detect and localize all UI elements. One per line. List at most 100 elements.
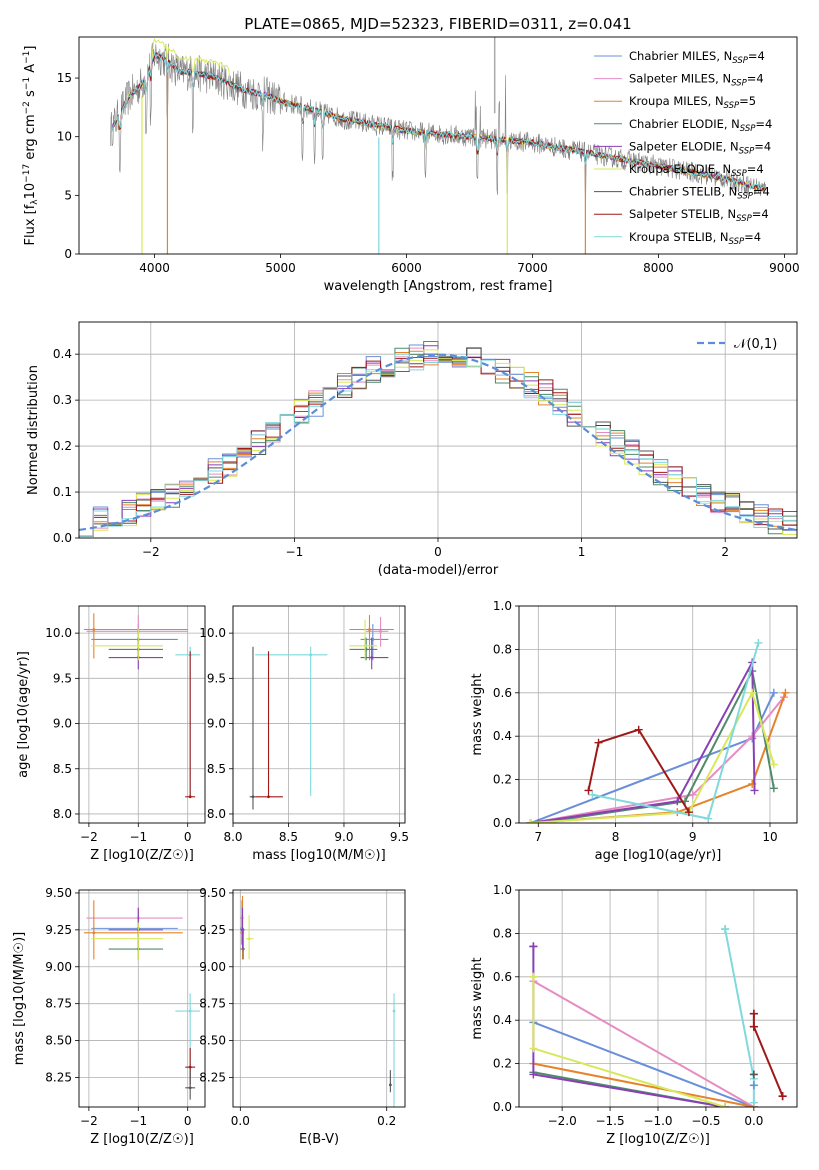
y-tick-label: 0.1 — [53, 485, 72, 499]
axes-frame — [518, 889, 798, 1108]
point-chabrier_stelib — [388, 1083, 392, 1087]
x-tick-label: 10 — [762, 830, 777, 844]
line-salpeter_miles — [532, 980, 755, 1107]
x-tick-label: 0.2 — [377, 1114, 396, 1128]
point-chabrier_stelib — [251, 795, 255, 799]
x-tick-label: 7 — [534, 830, 542, 844]
x-tick-label: 0 — [184, 1114, 192, 1128]
legend-label-chabrier_elodie: Chabrier ELODIE, NSSP=4 — [629, 117, 772, 134]
y-tick-label: 0.0 — [493, 1100, 512, 1114]
plot-area — [79, 341, 797, 537]
y-tick-label: 0.0 — [53, 531, 72, 545]
x-tick-label: 8000 — [643, 261, 674, 275]
point-kroupa_miles — [92, 628, 96, 631]
plot-area — [526, 638, 790, 823]
plot-area — [249, 615, 394, 810]
point-salpeter_elodie — [241, 928, 244, 932]
marker-chabrier_elodie — [534, 819, 543, 823]
x-tick-label: 6000 — [391, 261, 422, 275]
y-tick-label: 9.5 — [207, 671, 226, 685]
marker-salpeter_stelib — [684, 808, 693, 817]
legend-label-kroupa_elodie: Kroupa ELODIE, NSSP=4 — [629, 162, 764, 179]
point-salpeter_stelib — [188, 795, 192, 799]
y-tick-label: 0.0 — [493, 816, 512, 830]
y-axis-label: mass [log10(M/M☉)] — [12, 932, 27, 1065]
point-salpeter_stelib — [267, 795, 270, 799]
x-tick-label: −0.5 — [691, 1114, 720, 1128]
legend: Chabrier MILES, NSSP=4 Salpeter MILES, NS… — [594, 49, 772, 247]
y-tick-label: 10.0 — [45, 626, 72, 640]
legend-label-normal: 𝒩(0,1) — [734, 337, 777, 352]
y-tick-label: 9.25 — [45, 923, 72, 937]
x-tick-label: −1 — [129, 1114, 147, 1128]
line-chabrier_miles — [530, 692, 775, 823]
marker-kroupa_stelib — [721, 925, 730, 934]
x-axis-label: mass [log10(M/M☉)] — [252, 848, 385, 863]
y-tick-label: 9.5 — [53, 671, 72, 685]
marker-salpeter_miles — [748, 732, 757, 741]
line-kroupa_miles — [533, 1062, 755, 1107]
panel-residuals: −2 −1 0 1 2 0.0 0.1 0.2 0.3 0.4 (data-model)/error… — [26, 321, 798, 578]
x-axis-label: wavelength [Angstrom, rest frame] — [324, 279, 553, 294]
marker-kroupa_elodie — [529, 1044, 538, 1053]
marker-kroupa_stelib — [749, 1098, 758, 1107]
legend-label-salpeter_elodie: Salpeter ELODIE, NSSP=4 — [629, 139, 771, 156]
y-tick-label: 10 — [57, 130, 72, 144]
marker-chabrier_stelib — [749, 1070, 758, 1079]
panel-mass_weight_vs_age: 7 8 9 10 0.0 0.2 0.4 0.6 0.8 1.0 age [log10(age/yr… — [470, 599, 798, 863]
y-tick-label: 8.0 — [53, 807, 72, 821]
line-salpeter_elodie — [530, 658, 756, 823]
x-tick-label: 7000 — [517, 261, 548, 275]
legend-label-chabrier_stelib: Chabrier STELIB, NSSP=4 — [629, 185, 770, 202]
point-salpeter_stelib — [188, 1065, 192, 1069]
marker-salpeter_stelib — [778, 1092, 787, 1101]
legend-label-salpeter_stelib: Salpeter STELIB, NSSP=4 — [629, 207, 769, 224]
y-tick-label: 0 — [64, 247, 72, 261]
panel-spectrum: 4000 5000 6000 7000 8000 9000 0 5 10 15 wavelength… — [22, 36, 800, 294]
y-tick-label: 8.5 — [53, 762, 72, 776]
marker-salpeter_elodie — [673, 797, 682, 806]
marker-chabrier_miles — [749, 1081, 758, 1090]
y-tick-label: 8.75 — [199, 997, 226, 1011]
panel-age_vs_Z: −2 −1 0 8.0 8.5 9.0 9.5 10.0 Z [log10(Z/Z☉)] age … — [16, 605, 206, 863]
y-tick-label: 8.25 — [199, 1070, 226, 1084]
y-tick-label: 0.3 — [53, 393, 72, 407]
x-tick-label: −1.5 — [595, 1114, 624, 1128]
y-tick-label: 8.50 — [45, 1034, 72, 1048]
x-axis-label: Z [log10(Z/Z☉)] — [606, 1132, 710, 1147]
y-tick-label: 0.4 — [53, 347, 72, 361]
x-tick-label: 8 — [612, 830, 620, 844]
point-kroupa_elodie — [247, 937, 251, 941]
marker-chabrier_elodie — [769, 784, 778, 793]
marker-salpeter_elodie — [750, 786, 759, 795]
marker-kroupa_elodie — [721, 1103, 730, 1107]
plot-area — [240, 895, 396, 1107]
x-tick-label: −2 — [142, 545, 160, 559]
legend-label-kroupa_stelib: Kroupa STELIB, NSSP=4 — [629, 230, 761, 247]
marker-salpeter_stelib — [634, 725, 643, 734]
legend-label-salpeter_miles: Salpeter MILES, NSSP=4 — [629, 72, 764, 89]
y-tick-label: 5 — [64, 188, 72, 202]
y-tick-label: 9.50 — [45, 886, 72, 900]
x-tick-label: 9.5 — [390, 830, 409, 844]
marker-kroupa_elodie — [529, 972, 538, 981]
model-salpeter_stelib — [111, 52, 765, 192]
axes-frame — [232, 889, 406, 1108]
axes-frame — [518, 605, 798, 824]
x-tick-label: 1 — [578, 545, 586, 559]
model-chabrier_stelib — [111, 53, 765, 192]
y-tick-label: 9.0 — [207, 717, 226, 731]
axes-frame — [78, 321, 798, 539]
marker-salpeter_stelib — [749, 1009, 758, 1018]
point-kroupa_stelib — [392, 1009, 396, 1013]
x-axis-label: E(B-V) — [299, 1132, 339, 1147]
point-kroupa_miles — [368, 628, 371, 631]
point-kroupa_elodie — [363, 644, 367, 648]
y-tick-label: 0.6 — [493, 970, 512, 984]
y-tick-label: 8.5 — [207, 762, 226, 776]
x-tick-label: −1.0 — [643, 1114, 672, 1128]
x-tick-label: 0.0 — [231, 1114, 250, 1128]
y-tick-label: 8.50 — [199, 1034, 226, 1048]
y-axis-label: Flux [fλ10−17 erg cm−2 s−1 A−1] — [22, 46, 40, 246]
